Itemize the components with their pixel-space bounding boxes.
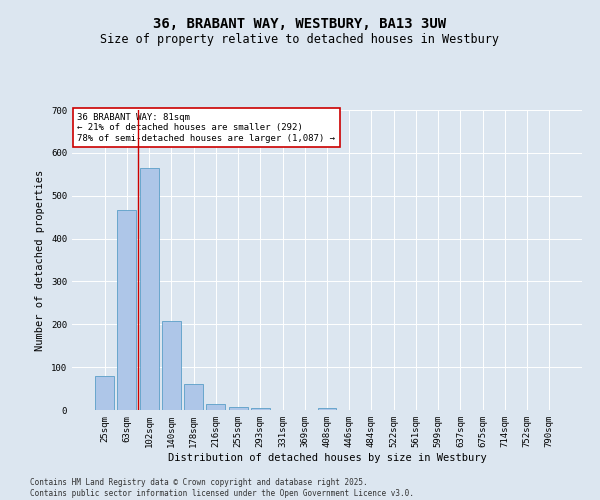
Bar	[251, 408, 270, 410]
Text: 36, BRABANT WAY, WESTBURY, BA13 3UW: 36, BRABANT WAY, WESTBURY, BA13 3UW	[154, 18, 446, 32]
Bar	[184, 384, 203, 410]
X-axis label: Distribution of detached houses by size in Westbury: Distribution of detached houses by size …	[167, 452, 487, 462]
Bar	[162, 322, 181, 410]
Bar	[206, 404, 225, 410]
Bar	[118, 210, 136, 410]
Bar	[140, 168, 158, 410]
Text: Contains HM Land Registry data © Crown copyright and database right 2025.
Contai: Contains HM Land Registry data © Crown c…	[30, 478, 414, 498]
Bar	[95, 376, 114, 410]
Text: 36 BRABANT WAY: 81sqm
← 21% of detached houses are smaller (292)
78% of semi-det: 36 BRABANT WAY: 81sqm ← 21% of detached …	[77, 113, 335, 143]
Text: Size of property relative to detached houses in Westbury: Size of property relative to detached ho…	[101, 32, 499, 46]
Y-axis label: Number of detached properties: Number of detached properties	[35, 170, 46, 350]
Bar	[229, 407, 248, 410]
Bar	[317, 408, 337, 410]
